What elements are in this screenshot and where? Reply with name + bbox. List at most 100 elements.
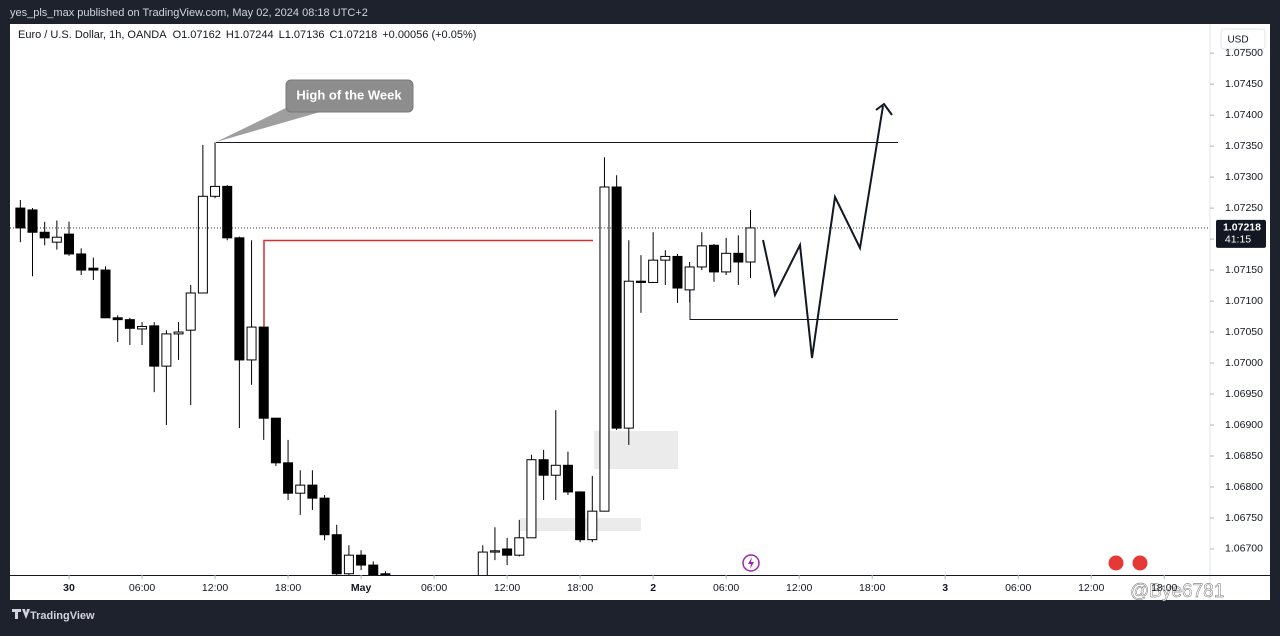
legend: Euro / U.S. Dollar, 1h, OANDA O1.07162 H1… [18, 29, 476, 41]
candle-body [234, 237, 245, 361]
candle-body [222, 185, 233, 239]
currency-label[interactable]: USD [1227, 35, 1248, 46]
candle-body [708, 244, 719, 273]
last-price-label: 1.07218 [1223, 222, 1261, 234]
candle-body [137, 325, 148, 330]
y-tick-label: 1.07450 [1225, 78, 1263, 90]
y-tick-label: 1.06700 [1225, 543, 1263, 555]
candle-body [258, 326, 269, 419]
candle-body [343, 554, 354, 575]
candle-body [39, 231, 50, 239]
ohlc-value: H1.07244 [226, 29, 274, 41]
footer-text: TradingView [30, 610, 95, 622]
countdown: 41:15 [1225, 234, 1251, 246]
economic-icon[interactable] [1131, 554, 1149, 572]
candle-body [100, 269, 111, 319]
x-tick-label: 18:00 [1151, 582, 1177, 594]
candle-body [684, 266, 695, 291]
x-tick-label: 18:00 [275, 582, 301, 594]
currency-button[interactable] [1220, 28, 1266, 50]
candle-body [173, 331, 184, 335]
x-tick-label: 06:00 [129, 582, 155, 594]
candle-body [599, 186, 610, 512]
candle-body [161, 333, 172, 367]
y-tick-label: 1.06800 [1225, 481, 1263, 493]
candles [15, 142, 756, 575]
projection-arrowhead [875, 102, 893, 116]
candle-body [15, 207, 26, 229]
x-tick-label: 12:00 [494, 582, 520, 594]
candle-body [88, 267, 99, 271]
callout-box [285, 79, 414, 113]
candle-body [514, 537, 525, 556]
y-tick-label: 1.07250 [1225, 202, 1263, 214]
economic-icon[interactable] [1107, 554, 1125, 572]
y-tick-label: 1.07100 [1225, 295, 1263, 307]
event-icon-bolt [748, 557, 754, 569]
y-tick-label: 1.07500 [1225, 47, 1263, 59]
callout-text: High of the Week [296, 87, 402, 102]
candle-body [489, 550, 500, 553]
candle-body [380, 573, 391, 575]
y-tick-label: 1.07300 [1225, 171, 1263, 183]
x-tick-label: 18:00 [859, 582, 885, 594]
candle-body [51, 236, 62, 243]
projection-path [762, 105, 884, 359]
candle-body [611, 186, 622, 429]
candle-body [64, 233, 75, 255]
candle-body [660, 255, 671, 261]
candle-body [575, 491, 586, 541]
x-tick-label: 12:00 [1078, 582, 1104, 594]
candle-body [648, 259, 659, 283]
y-tick-label: 1.07150 [1225, 264, 1263, 276]
x-tick-label: 30 [63, 582, 75, 594]
candle-body [295, 484, 306, 494]
x-tick-label: 06:00 [1005, 582, 1031, 594]
candle-body [526, 459, 537, 539]
candle-body [76, 253, 87, 271]
red-level [263, 239, 593, 327]
candle-body [538, 459, 549, 476]
candle-body [550, 464, 561, 476]
ohlc-value: C1.07218 [330, 29, 378, 41]
footer-logo [12, 609, 30, 619]
x-tick-label: 18:00 [567, 582, 593, 594]
candle-body [696, 245, 707, 268]
callout-pointer [216, 106, 320, 142]
x-tick-label: 2 [650, 582, 656, 594]
ohlc-value: L1.07136 [279, 29, 325, 41]
publish-header: yes_pls_max published on TradingView.com… [10, 7, 368, 19]
y-tick-label: 1.06750 [1225, 512, 1263, 524]
low-level [689, 290, 898, 320]
candle-body [246, 326, 257, 361]
candle-body [733, 252, 744, 263]
candle-body [672, 255, 683, 289]
candle-body [502, 548, 513, 556]
candle-body [124, 319, 135, 329]
y-tick-label: 1.07400 [1225, 109, 1263, 121]
candle-body [283, 462, 294, 494]
last-price-box [1216, 219, 1266, 248]
y-tick-label: 1.07350 [1225, 140, 1263, 152]
y-tick-label: 1.06950 [1225, 388, 1263, 400]
candle-body [112, 317, 123, 321]
candle-body [307, 484, 318, 499]
x-tick-label: 06:00 [421, 582, 447, 594]
candle-body [185, 292, 196, 331]
x-tick-label: 06:00 [713, 582, 739, 594]
ohlc-value: O1.07162 [173, 29, 221, 41]
x-tick-label: 3 [942, 582, 948, 594]
candle-body [368, 564, 379, 575]
grid [68, 52, 1214, 579]
watermark: @Bye6781 [1130, 581, 1224, 602]
candle-body [587, 510, 598, 541]
symbol-name: Euro / U.S. Dollar, 1h, OANDA [18, 29, 167, 41]
candle-body [149, 325, 160, 367]
candle-body [356, 554, 367, 566]
drawings: High of the Week [216, 79, 898, 359]
candle-body [27, 209, 38, 233]
x-tick-label: May [351, 582, 372, 594]
candle-body [319, 497, 330, 536]
ohlc-value: +0.00056 (+0.05%) [382, 29, 476, 41]
candle-body [635, 280, 646, 283]
